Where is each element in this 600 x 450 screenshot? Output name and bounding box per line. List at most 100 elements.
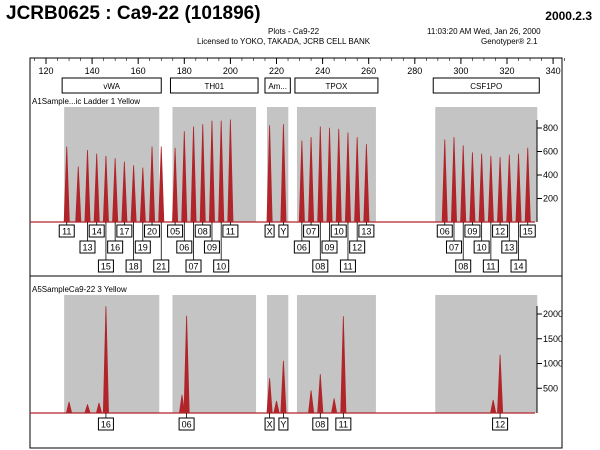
allele-label-box <box>203 240 220 254</box>
allele-label: 18 <box>129 262 139 272</box>
y-tick-label: 200 <box>543 194 558 204</box>
allele-label: 12 <box>495 420 505 430</box>
allele-label-box <box>445 240 462 254</box>
ruler-tick-label: 260 <box>361 66 376 76</box>
allele-label-box <box>116 224 133 238</box>
allele-label-box <box>194 224 211 238</box>
allele-label: 10 <box>477 243 487 253</box>
allele-label-box <box>312 417 329 431</box>
allele-label: 11 <box>62 227 71 237</box>
allele-bin <box>435 295 538 413</box>
allele-label: X <box>267 420 273 430</box>
allele-label-box <box>278 224 289 238</box>
allele-label: 06 <box>179 243 189 253</box>
allele-label-box <box>501 240 518 254</box>
panel-title: A1Sample...ic Ladder 1 Yellow <box>32 97 140 106</box>
locus-box <box>169 77 259 94</box>
allele-label-box <box>473 240 490 254</box>
allele-label: 08 <box>315 420 325 430</box>
allele-label: 11 <box>486 262 495 272</box>
allele-label-box <box>97 417 114 431</box>
allele-label: 09 <box>325 243 335 253</box>
allele-label-box <box>455 259 472 273</box>
allele-label-box <box>358 224 375 238</box>
allele-label-box <box>79 240 96 254</box>
allele-label-box <box>153 259 170 273</box>
allele-label-box <box>88 224 105 238</box>
ruler-tick-label: 340 <box>546 66 561 76</box>
ruler-tick-label: 320 <box>499 66 514 76</box>
y-tick-label: 400 <box>543 170 558 180</box>
allele-label: 15 <box>101 262 111 272</box>
allele-label-box <box>510 259 527 273</box>
allele-label-box <box>335 417 352 431</box>
allele-label: 08 <box>315 262 325 272</box>
allele-label: 11 <box>339 420 348 430</box>
allele-label: 08 <box>198 227 208 237</box>
allele-label-box <box>213 259 230 273</box>
allele-label-box <box>519 224 536 238</box>
ruler-tick-label: 220 <box>269 66 284 76</box>
allele-label: X <box>267 227 273 237</box>
locus-box <box>294 77 379 94</box>
ruler-tick-label: 160 <box>131 66 146 76</box>
allele-label: 10 <box>216 262 226 272</box>
allele-label: 11 <box>226 227 235 237</box>
allele-label-box <box>349 240 366 254</box>
locus-box <box>61 77 162 94</box>
allele-label: 21 <box>156 262 166 272</box>
ruler-tick-label: 140 <box>85 66 100 76</box>
y-tick-label: 800 <box>543 123 558 133</box>
allele-label-box <box>134 240 151 254</box>
locus-label: Am... <box>268 82 287 91</box>
ruler-tick-label: 280 <box>407 66 422 76</box>
locus-label: TPOX <box>326 82 348 91</box>
allele-label-box <box>492 417 509 431</box>
allele-label: 13 <box>504 243 514 253</box>
allele-label-box <box>185 259 202 273</box>
allele-label: 15 <box>523 227 533 237</box>
peak <box>66 401 73 414</box>
ruler-tick-label: 180 <box>177 66 192 76</box>
allele-label-box <box>321 240 338 254</box>
locus-label: CSF1PO <box>470 82 502 91</box>
allele-label: 06 <box>297 243 307 253</box>
allele-bin <box>296 295 376 413</box>
timestamp: 11:03:20 AM Wed, Jan 26, 2000 <box>427 27 541 36</box>
allele-label-box <box>222 224 239 238</box>
allele-label: Y <box>280 227 286 237</box>
allele-label-box <box>492 224 509 238</box>
locus-label: vWA <box>103 82 120 91</box>
allele-label-box <box>264 224 275 238</box>
trace-panel-2: A5SampleCa9-22 3 Yellow 500 1000 1500 2000 16… <box>30 285 563 431</box>
allele-label-box <box>97 259 114 273</box>
peak <box>273 400 280 414</box>
ruler-tick-label: 200 <box>223 66 238 76</box>
allele-label-box <box>176 240 193 254</box>
allele-label-box <box>464 224 481 238</box>
allele-label: 20 <box>147 227 157 237</box>
ruler-tick-label: 120 <box>38 66 53 76</box>
allele-label-box <box>178 417 195 431</box>
allele-label: 10 <box>334 227 344 237</box>
allele-label: 19 <box>138 243 148 253</box>
allele-label: 09 <box>467 227 477 237</box>
plots-label: Plots - Ca9-22 <box>268 27 320 36</box>
peak <box>75 166 82 223</box>
allele-label: 07 <box>306 227 316 237</box>
allele-label-box <box>482 259 499 273</box>
allele-label: 06 <box>182 420 192 430</box>
allele-bin <box>64 295 160 413</box>
allele-label-box <box>264 417 275 431</box>
allele-label: 07 <box>189 262 199 272</box>
bp-ruler: 120 140 160 180 200 220 240 260 280 300 320 340 <box>34 58 565 76</box>
peak <box>178 394 185 414</box>
allele-label: 12 <box>495 227 505 237</box>
panel-title: A5SampleCa9-22 3 Yellow <box>32 285 127 294</box>
peak <box>308 390 315 414</box>
allele-label-box <box>107 240 124 254</box>
allele-label: 13 <box>361 227 371 237</box>
allele-label: Y <box>280 420 286 430</box>
allele-bin <box>435 107 538 222</box>
